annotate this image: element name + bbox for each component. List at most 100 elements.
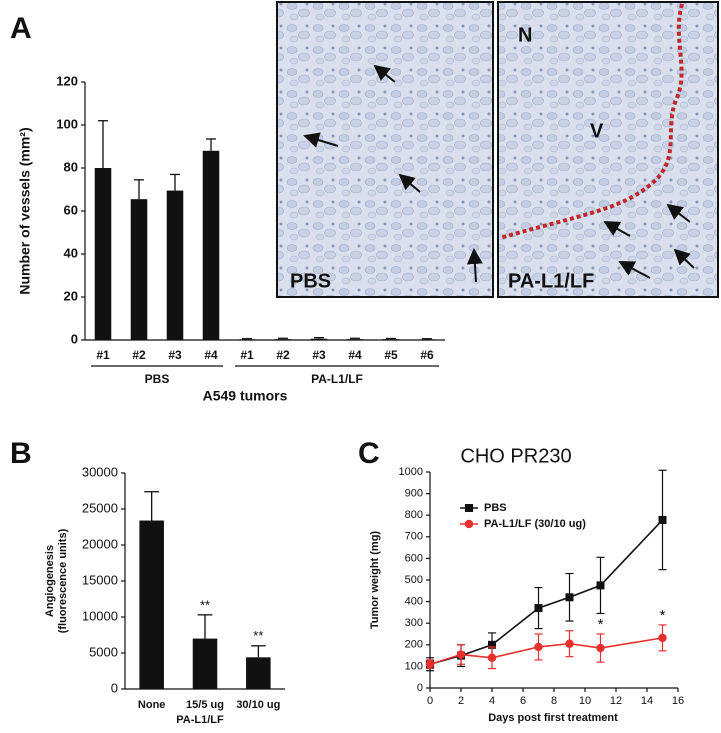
bar <box>346 339 364 340</box>
significance: ** <box>253 628 263 643</box>
bar <box>246 657 271 689</box>
bar <box>274 339 292 340</box>
bar <box>192 638 218 689</box>
y-axis-label: Number of vessels (mm²) <box>17 127 33 294</box>
x-tick-label: 0 <box>427 695 433 707</box>
y-tick-label: 100 <box>405 660 423 672</box>
legend-marker <box>464 519 474 529</box>
x-tick-label: 8 <box>551 695 557 707</box>
y-tick-label: 800 <box>405 509 423 521</box>
marker <box>488 640 496 649</box>
significance: * <box>598 616 604 633</box>
marker <box>456 650 466 659</box>
x-tick-label: 4 <box>489 695 495 707</box>
x-tick-label: #6 <box>420 348 434 362</box>
region-label: V <box>590 120 604 142</box>
x-axis-label: A549 tumors <box>203 388 288 404</box>
marker <box>487 653 497 662</box>
x-tick-label: #2 <box>132 348 146 362</box>
bar <box>238 339 256 340</box>
marker <box>596 581 605 590</box>
y-tick-label: 120 <box>56 73 78 88</box>
region-label: N <box>518 24 532 46</box>
marker <box>658 633 667 643</box>
y-tick-label: 400 <box>405 596 423 608</box>
legend-label: PBS <box>484 502 507 514</box>
bar <box>130 199 148 340</box>
x-tick-label: 16 <box>672 695 684 707</box>
y-tick-label: 700 <box>405 531 423 543</box>
panel-label: B <box>10 437 32 470</box>
y-axis-label: Angiogenesis <box>44 545 56 617</box>
x-tick-label: None <box>138 699 166 711</box>
x-tick-label: #4 <box>348 348 362 362</box>
marker <box>565 639 574 648</box>
y-tick-label: 60 <box>64 202 78 217</box>
marker <box>534 604 543 613</box>
y-tick-label: 15000 <box>82 572 118 587</box>
bar <box>202 150 220 340</box>
y-tick-label: 600 <box>405 552 423 564</box>
y-tick-label: 10000 <box>82 608 118 623</box>
legend-marker <box>465 504 473 512</box>
legend-label: PA-L1/LF (30/10 ug) <box>484 518 586 530</box>
y-tick-label: 5000 <box>89 644 118 659</box>
group-label: PBS <box>145 372 170 386</box>
x-tick-label: #3 <box>312 348 326 362</box>
marker <box>534 642 543 652</box>
x-tick-label: 12 <box>610 695 622 707</box>
y-tick-label: 0 <box>71 331 78 346</box>
series-line <box>429 519 664 666</box>
group-label: PA-L1/LF <box>311 372 363 386</box>
series-line <box>429 637 663 666</box>
y-tick-label: 300 <box>405 617 423 629</box>
x-tick-label: #2 <box>276 348 290 362</box>
x-tick-label: #1 <box>240 348 254 362</box>
x-tick-label: 15/5 ug <box>186 699 224 711</box>
y-tick-label: 20000 <box>82 536 118 551</box>
micrograph: PBS <box>276 1 494 298</box>
y-tick-label: 40 <box>64 245 78 260</box>
bar <box>310 338 328 340</box>
y-tick-label: 20 <box>64 288 78 303</box>
x-tick-label: #4 <box>204 348 218 362</box>
y-tick-label: 30000 <box>82 464 118 479</box>
x-axis-label: PA-L1/LF <box>176 714 224 726</box>
x-tick-label: 10 <box>579 695 591 707</box>
micrograph-label: PBS <box>290 270 331 292</box>
x-tick-label: #3 <box>168 348 182 362</box>
chart-title: CHO PR230 <box>460 445 571 467</box>
y-tick-label: 25000 <box>82 500 118 515</box>
marker <box>565 593 574 602</box>
y-tick-label: 200 <box>405 639 423 651</box>
x-tick-label: 30/10 ug <box>236 699 280 711</box>
panel-label: A <box>10 12 32 45</box>
bar <box>382 339 400 340</box>
marker <box>596 643 605 653</box>
bar <box>94 168 112 340</box>
x-axis-label: Days post first treatment <box>488 712 618 724</box>
x-tick-label: #1 <box>96 348 110 362</box>
marker <box>425 660 435 669</box>
bar <box>418 339 436 340</box>
y-axis-label: (fluorescence units) <box>57 528 69 633</box>
micrograph: N V PA-L1/LF <box>497 1 719 298</box>
micrograph-label: PA-L1/LF <box>508 270 594 292</box>
y-tick-label: 900 <box>405 488 423 500</box>
y-tick-label: 0 <box>417 682 423 694</box>
y-axis-label: Tumor weight (mg) <box>369 531 381 630</box>
bar <box>166 190 184 340</box>
y-tick-label: 500 <box>405 574 423 586</box>
y-tick-label: 0 <box>111 680 118 695</box>
panel-label: C <box>358 437 380 470</box>
significance: ** <box>200 597 210 612</box>
x-tick-label: #5 <box>384 348 398 362</box>
x-tick-label: 14 <box>641 695 653 707</box>
x-tick-label: 2 <box>458 695 464 707</box>
y-tick-label: 1000 <box>399 466 423 478</box>
y-tick-label: 80 <box>64 159 78 174</box>
bar <box>139 520 164 689</box>
y-tick-label: 100 <box>56 116 78 131</box>
significance: * <box>660 607 666 624</box>
